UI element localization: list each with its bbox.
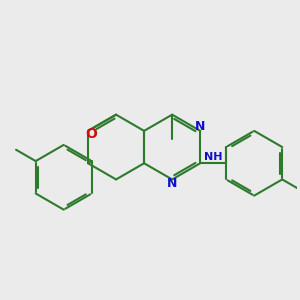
Text: NH: NH	[204, 152, 222, 162]
Text: N: N	[195, 120, 206, 133]
Text: O: O	[85, 127, 97, 141]
Text: N: N	[167, 177, 177, 190]
